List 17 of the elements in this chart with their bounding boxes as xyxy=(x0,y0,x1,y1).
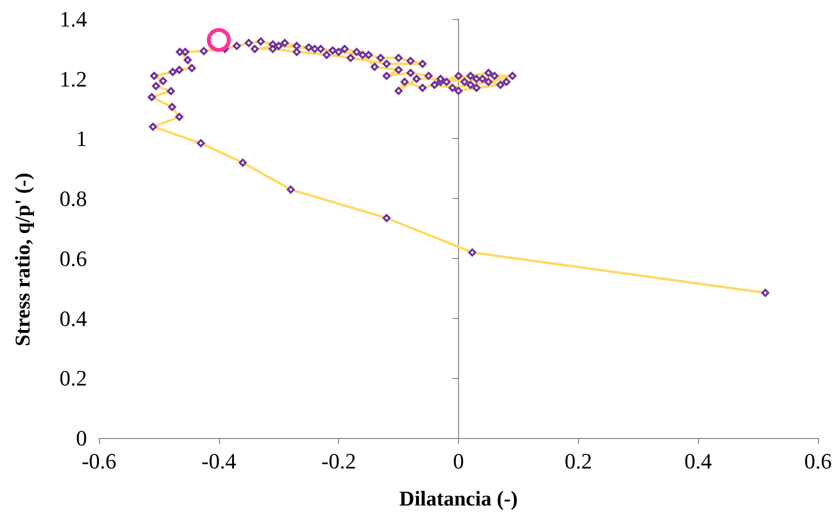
y-tick-label: 0 xyxy=(76,426,87,450)
y-axis-title: Stress ratio, q/p' (-) xyxy=(10,172,34,346)
x-tick-label: 0.6 xyxy=(804,448,832,474)
x-axis-title: Dilatancia (-) xyxy=(399,486,518,510)
x-tick-label: 0.2 xyxy=(564,448,592,474)
x-tick-label: -0.2 xyxy=(321,448,356,474)
y-tick-label: 0.4 xyxy=(60,306,87,331)
x-tick-label: -0.4 xyxy=(201,448,236,474)
x-tick-label: 0.4 xyxy=(684,448,712,474)
y-tick-label: 1 xyxy=(76,126,87,152)
y-tick-label: 0.2 xyxy=(60,366,87,391)
x-tick-label: -0.6 xyxy=(82,448,116,474)
y-tick-label: 0.8 xyxy=(60,186,87,212)
x-tick-label: 0 xyxy=(453,448,464,474)
y-tick-label: 1.4 xyxy=(60,6,87,32)
y-tick-label: 0.6 xyxy=(60,246,87,271)
y-tick-label: 1.2 xyxy=(60,66,87,92)
